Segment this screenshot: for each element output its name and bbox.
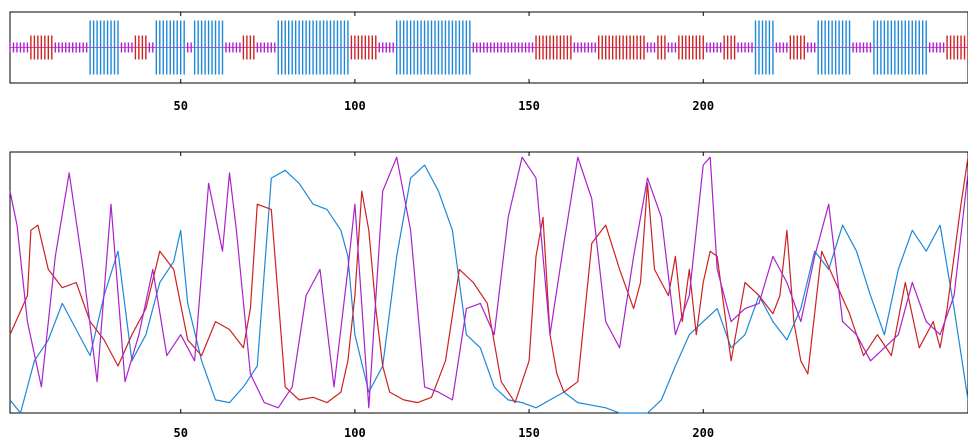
segment-coil: [256, 42, 276, 53]
segment-coil: [9, 42, 29, 53]
x-tick-label: 100: [344, 99, 366, 113]
x-tick-label: 200: [692, 426, 714, 438]
x-tick-label: 50: [173, 99, 187, 113]
segment-helix: [678, 35, 704, 60]
segment-coil: [667, 42, 677, 53]
probability-profile-panel: 50 100 150 200: [9, 151, 968, 438]
segment-helix: [134, 35, 147, 60]
segment-coil: [378, 42, 394, 53]
segment-coil: [472, 42, 534, 53]
segment-strand: [277, 20, 349, 75]
segment-coil: [120, 42, 133, 53]
series-line: [9, 156, 968, 409]
track-segments: [9, 20, 968, 75]
segment-strand: [754, 20, 774, 75]
segment-helix: [350, 35, 377, 60]
segment-strand: [873, 20, 927, 75]
segment-helix: [946, 35, 968, 60]
segment-coil: [573, 42, 596, 53]
segment-helix: [598, 35, 645, 60]
segment-coil: [706, 42, 722, 53]
x-tick-label: 100: [344, 426, 366, 438]
segment-strand: [89, 20, 119, 75]
segment-coil: [186, 42, 192, 53]
segment-coil: [225, 42, 241, 53]
segment-strand: [817, 20, 851, 75]
x-tick-label: 150: [518, 99, 540, 113]
segment-strand: [155, 20, 185, 75]
segment-helix: [723, 35, 736, 60]
segment-helix: [535, 35, 572, 60]
series-line: [9, 164, 968, 414]
segment-coil: [148, 42, 154, 53]
segment-strand: [193, 20, 224, 75]
x-tick-label: 50: [173, 426, 187, 438]
segment-helix: [657, 35, 666, 60]
secondary-structure-track-panel: 50 100 150 200: [9, 11, 968, 113]
series-line: [9, 157, 968, 404]
segment-strand: [395, 20, 471, 75]
x-tick-label: 200: [692, 99, 714, 113]
segment-coil: [737, 42, 753, 53]
segment-helix: [30, 35, 53, 60]
segment-helix: [242, 35, 255, 60]
segment-coil: [646, 42, 656, 53]
x-tick-label: 150: [518, 426, 540, 438]
segment-helix: [789, 35, 805, 60]
segment-coil: [852, 42, 872, 53]
profile-lines: [9, 156, 968, 414]
track-x-axis: 50 100 150 200: [173, 12, 714, 113]
segment-coil: [54, 42, 88, 53]
segment-coil: [928, 42, 945, 53]
segment-coil: [807, 42, 816, 53]
segment-coil: [775, 42, 788, 53]
profile-x-axis: 50 100 150 200: [173, 152, 714, 438]
